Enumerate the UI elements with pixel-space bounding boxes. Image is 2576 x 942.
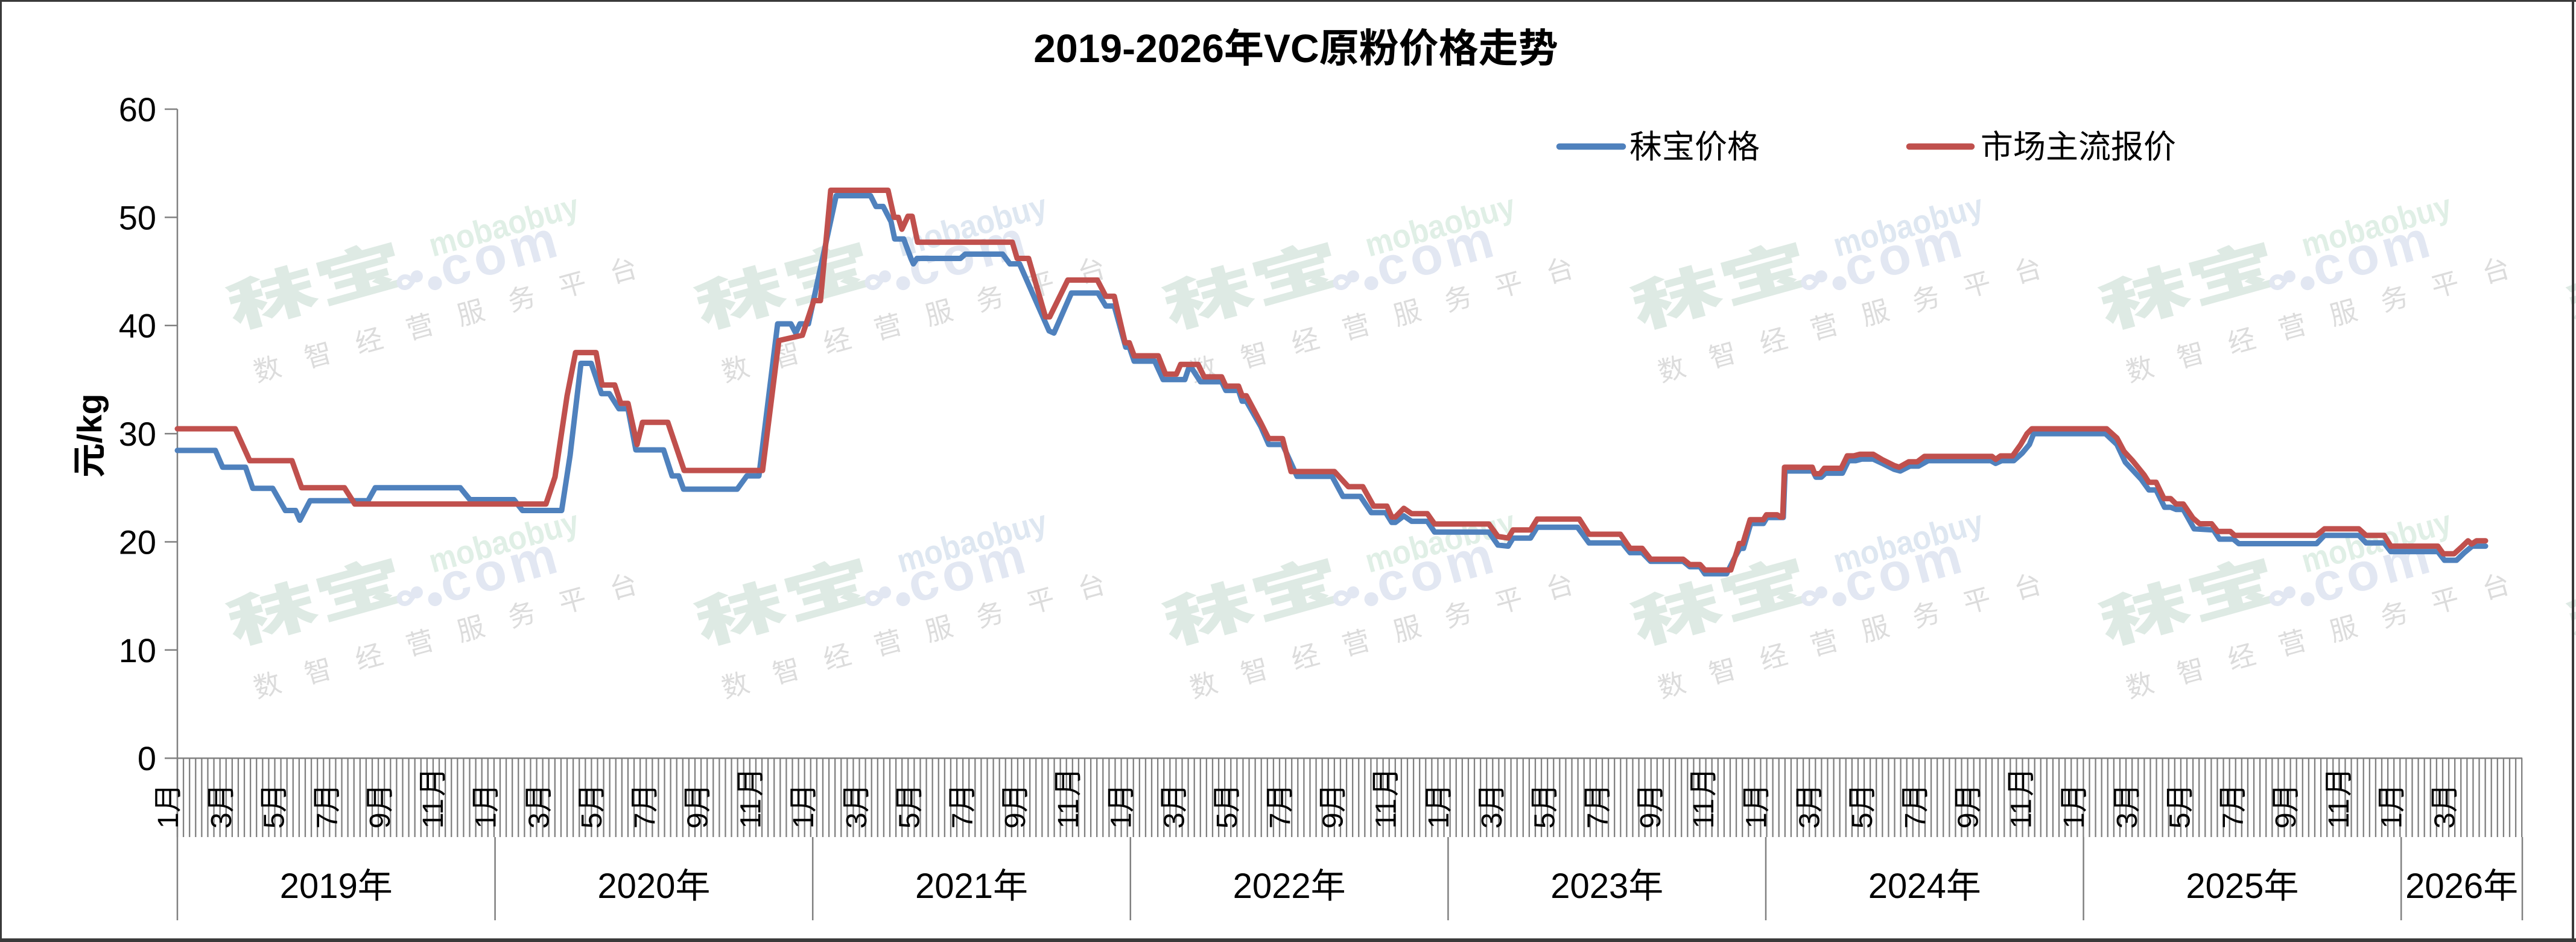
- svg-text:9: 9: [1000, 812, 1032, 829]
- svg-text:40: 40: [119, 307, 156, 345]
- svg-text:2025: 2025: [2186, 867, 2264, 906]
- svg-text:1: 1: [1741, 812, 1773, 829]
- svg-text:9: 9: [1635, 812, 1667, 829]
- svg-text:7: 7: [2217, 812, 2249, 829]
- svg-text:2021: 2021: [915, 867, 993, 906]
- svg-text:11: 11: [2005, 798, 2037, 829]
- svg-text:2022: 2022: [1233, 867, 1311, 906]
- svg-text:30: 30: [119, 415, 156, 453]
- svg-text:2026: 2026: [2405, 867, 2483, 906]
- svg-text:3: 3: [2111, 812, 2143, 829]
- svg-text:9: 9: [1318, 812, 1350, 829]
- svg-text:5: 5: [1211, 812, 1243, 829]
- svg-text:7: 7: [947, 812, 979, 829]
- svg-text:1: 1: [1106, 812, 1138, 829]
- svg-text:0: 0: [138, 739, 156, 777]
- svg-text:3: 3: [1158, 812, 1190, 829]
- svg-text:5: 5: [576, 812, 608, 829]
- svg-text:60: 60: [119, 90, 156, 128]
- svg-text:7: 7: [311, 812, 343, 829]
- svg-text:10: 10: [119, 631, 156, 669]
- svg-text:2020: 2020: [597, 867, 675, 906]
- svg-text:9: 9: [364, 812, 396, 829]
- svg-text:9: 9: [682, 812, 714, 829]
- svg-text:11: 11: [417, 798, 449, 829]
- svg-text:3: 3: [841, 812, 873, 829]
- svg-text:3: 3: [2429, 812, 2461, 829]
- svg-text:11: 11: [1370, 798, 1402, 829]
- svg-text:7: 7: [1264, 812, 1296, 829]
- svg-text:1: 1: [1423, 812, 1455, 829]
- svg-text:1: 1: [471, 812, 503, 829]
- svg-text:11: 11: [1053, 798, 1085, 829]
- svg-text:5: 5: [2165, 812, 2197, 829]
- svg-text:1: 1: [2058, 812, 2090, 829]
- svg-text:9: 9: [2270, 812, 2302, 829]
- svg-text:2024: 2024: [1868, 867, 1946, 906]
- svg-text:1: 1: [2376, 812, 2408, 829]
- svg-text:/kg: /kg: [71, 394, 109, 443]
- svg-text:1: 1: [788, 812, 820, 829]
- svg-text:11: 11: [1688, 798, 1720, 829]
- svg-text:20: 20: [119, 523, 156, 561]
- svg-text:3: 3: [1794, 812, 1826, 829]
- svg-text:3: 3: [1476, 812, 1508, 829]
- svg-text:5: 5: [259, 812, 291, 829]
- svg-text:2019-2026: 2019-2026: [1033, 26, 1224, 71]
- svg-text:VC: VC: [1264, 26, 1319, 71]
- svg-text:7: 7: [1900, 812, 1932, 829]
- svg-text:5: 5: [1529, 812, 1561, 829]
- svg-text:11: 11: [735, 798, 767, 829]
- svg-text:11: 11: [2323, 798, 2355, 829]
- svg-text:3: 3: [523, 812, 555, 829]
- svg-text:50: 50: [119, 198, 156, 236]
- svg-text:7: 7: [629, 812, 661, 829]
- svg-text:2019: 2019: [280, 867, 358, 906]
- svg-text:1: 1: [153, 812, 185, 829]
- svg-text:3: 3: [206, 812, 238, 829]
- svg-text:5: 5: [1847, 812, 1879, 829]
- svg-text:7: 7: [1582, 812, 1614, 829]
- svg-text:2023: 2023: [1550, 867, 1628, 906]
- svg-text:9: 9: [1953, 812, 1985, 829]
- svg-text:5: 5: [894, 812, 926, 829]
